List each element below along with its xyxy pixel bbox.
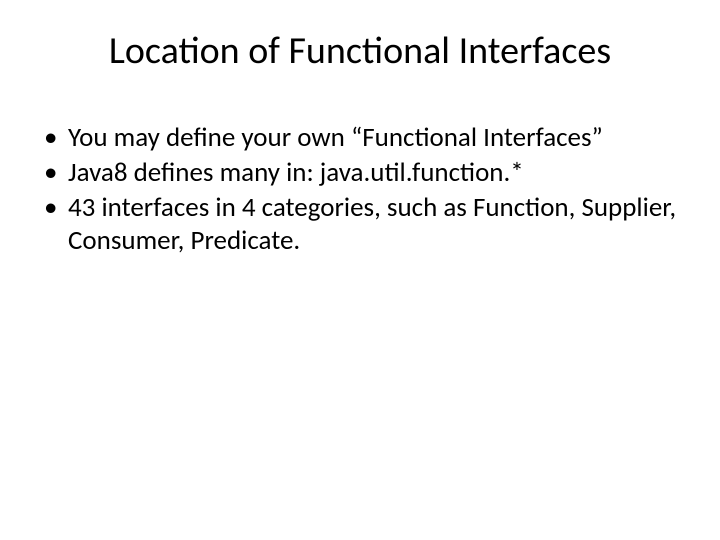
slide-container: Location of Functional Interfaces You ma… [0, 0, 720, 540]
bullet-item: 43 interfaces in 4 categories, such as F… [40, 192, 680, 258]
bullet-item: Java8 defines many in: java.util.functio… [40, 157, 680, 190]
bullet-item: You may define your own “Functional Inte… [40, 122, 680, 155]
bullet-list: You may define your own “Functional Inte… [40, 122, 680, 258]
slide-title: Location of Functional Interfaces [40, 28, 680, 74]
